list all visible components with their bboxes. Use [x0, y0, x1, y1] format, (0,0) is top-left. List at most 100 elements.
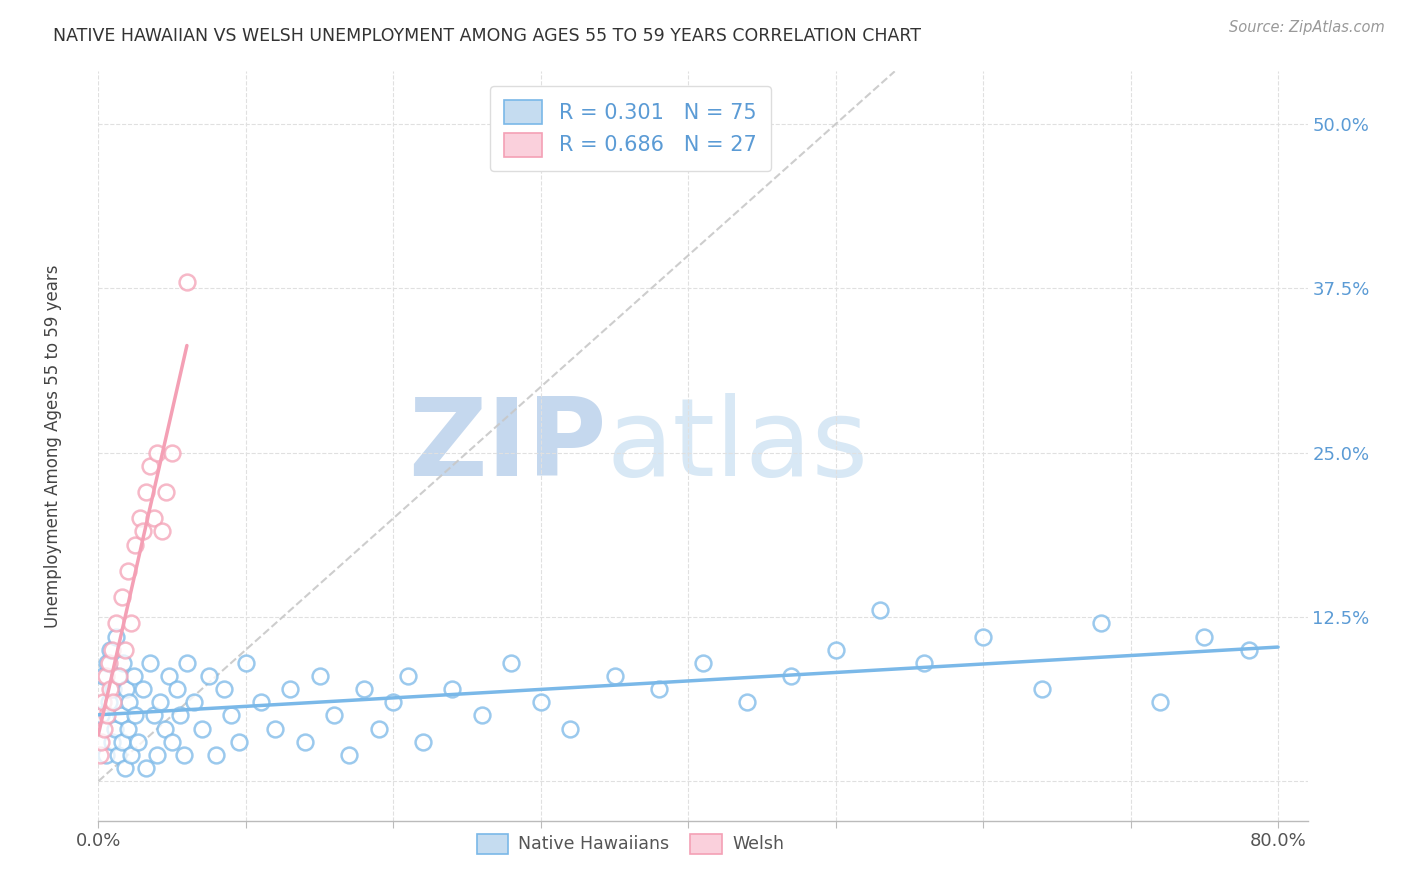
Point — [382, 695, 405, 709]
Point — [124, 708, 146, 723]
Point — [501, 656, 523, 670]
Point — [114, 642, 136, 657]
Point — [120, 747, 142, 762]
Point — [150, 524, 173, 539]
Point — [89, 747, 111, 762]
Point — [560, 722, 582, 736]
Point — [1237, 642, 1260, 657]
Point — [149, 695, 172, 709]
Point — [128, 511, 150, 525]
Point — [308, 669, 330, 683]
Point — [219, 708, 242, 723]
Point — [110, 708, 132, 723]
Point — [96, 656, 118, 670]
Point — [98, 682, 121, 697]
Point — [353, 682, 375, 697]
Point — [1149, 695, 1171, 709]
Point — [94, 669, 117, 683]
Point — [112, 656, 135, 670]
Point — [115, 682, 138, 697]
Point — [648, 682, 671, 697]
Point — [114, 761, 136, 775]
Point — [105, 630, 128, 644]
Point — [471, 708, 494, 723]
Point — [367, 722, 389, 736]
Point — [108, 669, 131, 683]
Point — [337, 747, 360, 762]
Point — [155, 485, 177, 500]
Point — [412, 735, 434, 749]
Point — [139, 458, 162, 473]
Point — [111, 735, 134, 749]
Point — [603, 669, 626, 683]
Point — [1090, 616, 1112, 631]
Point — [122, 669, 145, 683]
Point — [212, 682, 235, 697]
Point — [120, 616, 142, 631]
Point — [235, 656, 257, 670]
Point — [97, 695, 120, 709]
Point — [972, 630, 994, 644]
Point — [160, 445, 183, 459]
Point — [124, 538, 146, 552]
Point — [735, 695, 758, 709]
Point — [91, 695, 114, 709]
Point — [160, 735, 183, 749]
Point — [143, 708, 166, 723]
Text: atlas: atlas — [606, 393, 869, 499]
Point — [91, 669, 114, 683]
Point — [135, 485, 157, 500]
Text: Source: ZipAtlas.com: Source: ZipAtlas.com — [1229, 20, 1385, 35]
Point — [1031, 682, 1053, 697]
Point — [176, 656, 198, 670]
Point — [780, 669, 803, 683]
Text: ZIP: ZIP — [408, 393, 606, 499]
Point — [105, 616, 128, 631]
Point — [198, 669, 221, 683]
Point — [249, 695, 271, 709]
Point — [190, 722, 212, 736]
Point — [157, 669, 180, 683]
Point — [111, 590, 134, 604]
Legend: Native Hawaiians, Welsh: Native Hawaiians, Welsh — [470, 827, 792, 861]
Point — [117, 564, 139, 578]
Point — [264, 722, 287, 736]
Point — [441, 682, 464, 697]
Point — [118, 695, 141, 709]
Point — [912, 656, 935, 670]
Point — [176, 275, 198, 289]
Point — [1194, 630, 1216, 644]
Point — [101, 695, 124, 709]
Point — [131, 682, 153, 697]
Point — [90, 735, 112, 749]
Text: Unemployment Among Ages 55 to 59 years: Unemployment Among Ages 55 to 59 years — [45, 264, 62, 628]
Point — [824, 642, 846, 657]
Text: NATIVE HAWAIIAN VS WELSH UNEMPLOYMENT AMONG AGES 55 TO 59 YEARS CORRELATION CHAR: NATIVE HAWAIIAN VS WELSH UNEMPLOYMENT AM… — [53, 27, 921, 45]
Point — [869, 603, 891, 617]
Point — [323, 708, 346, 723]
Point — [97, 656, 120, 670]
Point — [294, 735, 316, 749]
Point — [94, 747, 117, 762]
Point — [100, 642, 122, 657]
Point — [396, 669, 419, 683]
Point — [107, 747, 129, 762]
Point — [90, 708, 112, 723]
Point — [93, 722, 115, 736]
Point — [135, 761, 157, 775]
Point — [104, 722, 127, 736]
Point — [173, 747, 195, 762]
Point — [169, 708, 191, 723]
Point — [100, 735, 122, 749]
Point — [692, 656, 714, 670]
Point — [127, 735, 149, 749]
Point — [228, 735, 250, 749]
Point — [143, 511, 166, 525]
Point — [146, 747, 169, 762]
Point — [131, 524, 153, 539]
Point — [278, 682, 301, 697]
Point — [98, 642, 121, 657]
Point — [96, 708, 118, 723]
Point — [183, 695, 205, 709]
Point — [153, 722, 176, 736]
